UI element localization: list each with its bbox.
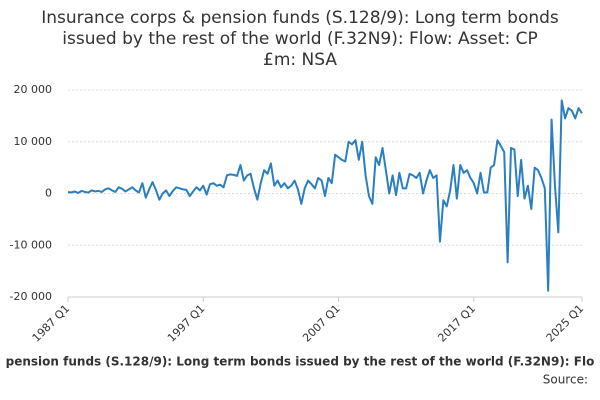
legend-label: pension funds (S.128/9): Long term bonds… [6,355,595,369]
series-line [67,99,583,292]
y-tick-label: 10 000 [14,135,53,148]
y-tick-label: 0 [45,187,52,200]
y-tick-label: -20 000 [10,290,52,303]
x-tick-label: 2025 Q1 [544,302,587,345]
x-tick-label: 1987 Q1 [30,302,73,345]
x-tick-label: 1997 Q1 [165,302,208,345]
y-tick-label: -10 000 [10,238,52,251]
y-tick-label: 20 000 [14,83,53,96]
chart-title: £m: NSA [263,50,337,70]
chart-title: Insurance corps & pension funds (S.128/9… [41,8,559,28]
x-tick-label: 2017 Q1 [435,302,478,345]
source: Source: [543,373,588,387]
chart-title: issued by the rest of the world (F.32N9)… [62,29,537,49]
x-tick-label: 2007 Q1 [300,302,343,345]
